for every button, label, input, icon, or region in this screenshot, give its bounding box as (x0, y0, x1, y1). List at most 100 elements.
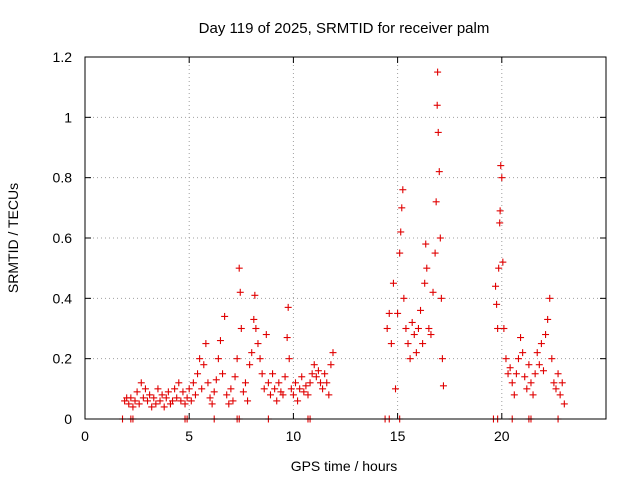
data-point (519, 349, 527, 357)
data-point (204, 379, 212, 387)
data-point (439, 382, 447, 390)
data-point (421, 279, 429, 287)
data-point (160, 403, 168, 411)
data-point (304, 391, 312, 399)
data-point (148, 403, 156, 411)
data-point (244, 397, 252, 405)
data-point (271, 385, 279, 393)
data-point (129, 403, 137, 411)
data-point (417, 306, 425, 314)
data-point (496, 219, 504, 227)
data-point (139, 394, 147, 402)
data-point (137, 379, 145, 387)
x-axis-label: GPS time / hours (291, 458, 398, 474)
data-point (239, 388, 247, 396)
data-point (438, 355, 446, 363)
data-point (387, 340, 395, 348)
data-point (560, 400, 568, 408)
data-point (434, 68, 442, 76)
data-point (133, 388, 141, 396)
y-axis-label: SRMTID / TECUs (5, 183, 21, 293)
data-point (306, 379, 314, 387)
y-tick-label: 0.8 (53, 170, 73, 186)
data-point (298, 373, 306, 381)
x-tick-label: 20 (494, 428, 510, 444)
data-point (427, 331, 435, 339)
data-point (283, 334, 291, 342)
data-point (221, 312, 229, 320)
data-point (173, 394, 181, 402)
data-point (150, 394, 158, 402)
data-point (200, 361, 208, 369)
data-point (175, 379, 183, 387)
data-point (256, 355, 264, 363)
data-point (434, 128, 442, 136)
data-point (154, 385, 162, 393)
data-point (141, 385, 149, 393)
data-point (308, 370, 316, 378)
data-point (162, 394, 170, 402)
data-point (321, 370, 329, 378)
data-point (437, 294, 445, 302)
data-point (523, 385, 531, 393)
data-point (494, 325, 502, 332)
data-point (392, 385, 400, 393)
data-point (296, 385, 304, 393)
data-point (412, 349, 420, 357)
data-point (300, 388, 308, 396)
data-point (517, 334, 525, 342)
data-point (508, 379, 516, 387)
data-point (527, 379, 535, 387)
data-point (423, 264, 431, 272)
data-point (185, 385, 193, 393)
data-point (258, 370, 266, 378)
data-point (214, 355, 222, 363)
data-point (431, 249, 439, 257)
data-point (552, 385, 560, 393)
data-point (399, 186, 407, 194)
x-tick-label: 15 (390, 428, 406, 444)
data-point (248, 349, 256, 357)
y-tick-labels: 0 0.2 0.4 0.6 0.8 1 1.2 (53, 49, 73, 427)
data-point (425, 325, 433, 332)
data-point (537, 340, 545, 348)
data-point (396, 249, 404, 257)
data-point (284, 303, 292, 311)
data-point (208, 400, 216, 408)
data-point (183, 394, 191, 402)
data-point (236, 288, 244, 296)
data-point (229, 397, 237, 405)
data-point (504, 370, 512, 378)
data-point (266, 391, 274, 399)
data-point (432, 198, 440, 206)
tick-marks (84, 56, 606, 420)
data-point (312, 373, 320, 381)
y-tick-label: 1 (64, 109, 72, 125)
data-point (499, 258, 507, 266)
data-point (497, 162, 505, 170)
data-point (131, 397, 139, 405)
data-point (264, 379, 272, 387)
data-point (414, 325, 422, 332)
data-points (119, 68, 568, 423)
data-point (493, 300, 501, 308)
data-point (531, 370, 539, 378)
data-point (269, 370, 277, 378)
x-tick-label: 0 (81, 428, 89, 444)
data-point (181, 400, 189, 408)
x-tick-label: 5 (185, 428, 193, 444)
data-point (287, 385, 295, 393)
data-point (281, 373, 289, 381)
data-point (262, 331, 270, 339)
data-point (422, 240, 430, 248)
data-point (314, 367, 322, 375)
data-point (435, 168, 443, 176)
data-point (291, 379, 299, 387)
data-point (385, 309, 393, 317)
y-tick-label: 0.2 (53, 351, 73, 367)
data-point (410, 331, 418, 339)
data-point (302, 382, 310, 390)
data-point (250, 315, 258, 323)
data-point (227, 385, 235, 393)
